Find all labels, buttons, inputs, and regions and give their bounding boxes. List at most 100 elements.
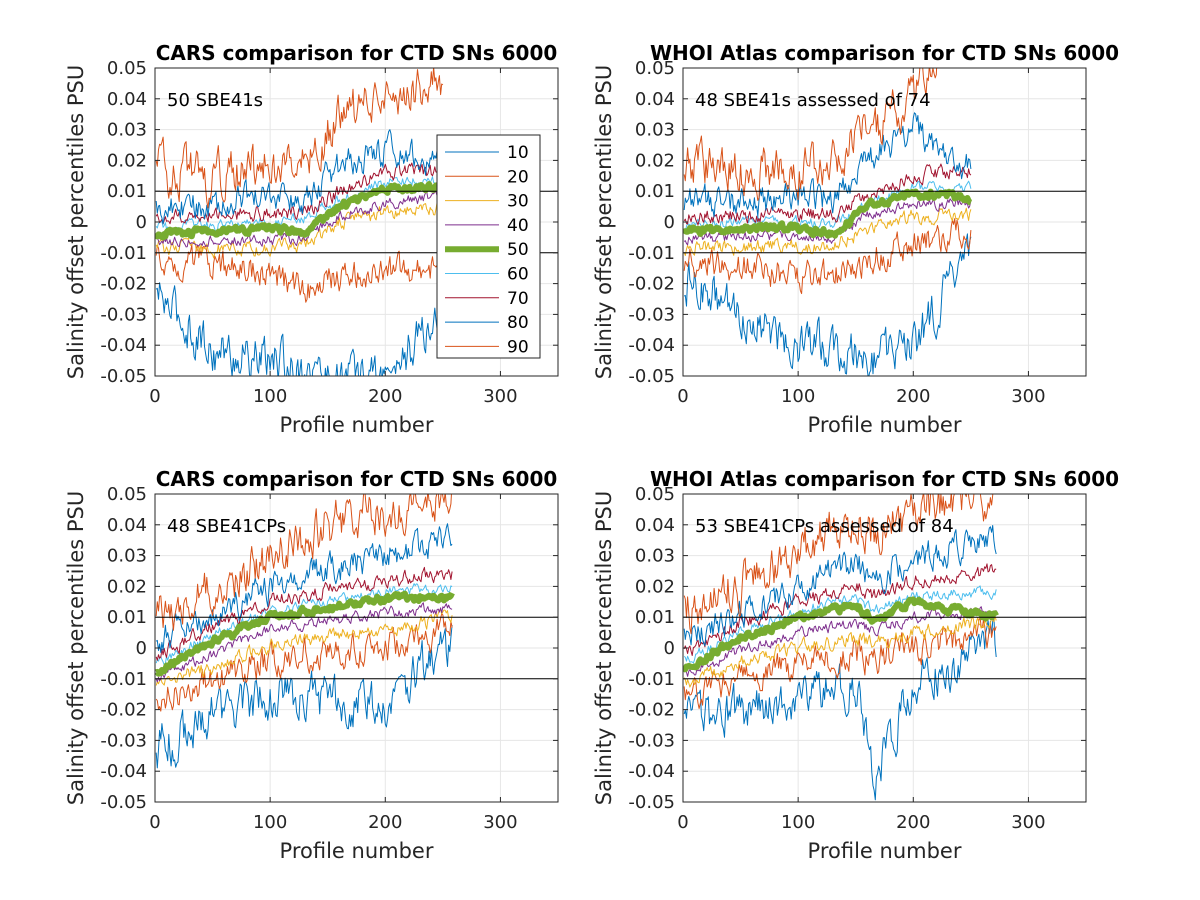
x-tick-label: 200: [896, 812, 930, 833]
series-line-90: [155, 494, 452, 631]
y-tick-label: 0.01: [107, 607, 147, 628]
x-tick-label: 300: [483, 812, 517, 833]
legend-label-90: 90: [507, 337, 529, 357]
series-line-20: [683, 218, 972, 295]
legend: 10 20 30 40 50 60 70 80 90: [436, 134, 541, 359]
series-line-60: [683, 585, 997, 664]
series-line-40: [683, 606, 997, 677]
series-line-80: [155, 523, 453, 653]
y-tick-label: -0.04: [100, 761, 147, 782]
legend-label-40: 40: [507, 216, 529, 236]
series-line-20: [155, 613, 453, 712]
y-axis-label: Salinity offset percentiles PSU: [592, 65, 616, 379]
series-line-50: [155, 590, 455, 677]
series-line-60: [683, 180, 972, 232]
series-line-80: [683, 525, 997, 647]
chart-title: WHOI Atlas comparison for CTD SNs 6000: [650, 467, 1119, 491]
x-tick-label: 100: [253, 386, 287, 407]
y-tick-label: 0.03: [635, 546, 675, 567]
x-axis-label: Profile number: [808, 839, 962, 863]
legend-label-50: 50: [507, 240, 529, 260]
series-line-50: [683, 188, 973, 239]
legend-label-20: 20: [507, 167, 529, 187]
panel-4: 0 100 200 300 -0.05 -0.04 -0.03 -0.02 -0.01 0 0.01…: [592, 467, 1119, 863]
y-tick-label: -0.02: [100, 700, 147, 721]
series-line-60: [155, 176, 444, 235]
x-tick-label: 0: [149, 386, 160, 407]
x-tick-label: 200: [368, 386, 402, 407]
y-tick-label: 0.02: [107, 576, 147, 597]
legend-label-10: 10: [507, 143, 529, 163]
y-axis-label: Salinity offset percentiles PSU: [64, 491, 88, 805]
y-tick-label: -0.01: [628, 669, 675, 690]
y-tick-label: 0.03: [107, 120, 147, 141]
y-tick-label: 0.02: [635, 576, 675, 597]
x-tick-label: 100: [781, 812, 815, 833]
y-tick-label: 0: [664, 638, 675, 659]
y-tick-label: -0.02: [100, 274, 147, 295]
x-tick-label: 300: [1011, 812, 1045, 833]
y-tick-label: -0.03: [100, 304, 147, 325]
x-tick-label: 200: [368, 812, 402, 833]
x-axis-label: Profile number: [280, 839, 434, 863]
y-tick-label: 0.02: [107, 150, 147, 171]
annotation-label: 50 SBE41s: [167, 90, 263, 111]
y-tick-label: -0.04: [628, 335, 675, 356]
legend-label-80: 80: [507, 313, 529, 333]
y-tick-label: 0.04: [635, 515, 675, 536]
x-tick-label: 0: [677, 812, 688, 833]
y-tick-label: 0.04: [635, 89, 675, 110]
panel-3: 0 100 200 300 -0.05 -0.04 -0.03 -0.02 -0.01 0 0.01…: [64, 467, 559, 863]
y-tick-label: 0.05: [107, 484, 147, 505]
y-tick-label: 0.04: [107, 515, 147, 536]
series-group: [683, 494, 999, 801]
series-line-30: [683, 615, 997, 688]
panel-2: 0 100 200 300 -0.05 -0.04 -0.03 -0.02 -0.01 0 0.01…: [592, 41, 1119, 437]
series-group: [683, 68, 973, 376]
y-tick-label: -0.03: [628, 304, 675, 325]
x-tick-label: 300: [483, 386, 517, 407]
series-line-10: [683, 615, 997, 801]
series-line-40: [155, 191, 444, 248]
legend-label-70: 70: [507, 289, 529, 309]
y-tick-label: -0.05: [628, 366, 675, 387]
series-line-50: [683, 596, 999, 673]
series-group: [155, 68, 446, 376]
y-tick-label: -0.05: [100, 792, 147, 813]
series-line-90: [683, 68, 938, 201]
series-line-80: [683, 112, 972, 218]
y-tick-label: -0.03: [100, 730, 147, 751]
series-group: [155, 494, 455, 769]
series-line-10: [683, 233, 972, 376]
y-axis-label: Salinity offset percentiles PSU: [592, 491, 616, 805]
x-tick-label: 200: [896, 386, 930, 407]
chart-title: CARS comparison for CTD SNs 6000: [156, 467, 558, 491]
y-tick-label: 0.02: [635, 150, 675, 171]
series-line-70: [683, 163, 972, 226]
legend-label-30: 30: [507, 192, 529, 212]
x-tick-label: 0: [149, 812, 160, 833]
y-axis-label: Salinity offset percentiles PSU: [64, 65, 88, 379]
series-line-80: [155, 129, 444, 225]
chart-title: WHOI Atlas comparison for CTD SNs 6000: [650, 41, 1119, 65]
x-axis-label: Profile number: [280, 413, 434, 437]
y-tick-label: 0.03: [635, 120, 675, 141]
series-line-20: [155, 244, 444, 303]
y-tick-label: -0.01: [100, 243, 147, 264]
y-tick-label: 0.03: [107, 546, 147, 567]
series-line-30: [155, 609, 453, 686]
chart-title: CARS comparison for CTD SNs 6000: [156, 41, 558, 65]
y-tick-label: 0.05: [107, 58, 147, 79]
annotation-label: 48 SBE41CPs: [167, 516, 286, 537]
series-line-30: [155, 202, 444, 259]
y-tick-label: 0: [136, 638, 147, 659]
series-line-90: [683, 494, 994, 635]
x-tick-label: 100: [781, 386, 815, 407]
y-tick-label: -0.02: [628, 274, 675, 295]
x-tick-label: 100: [253, 812, 287, 833]
x-tick-label: 300: [1011, 386, 1045, 407]
y-tick-label: -0.04: [100, 335, 147, 356]
series-line-60: [155, 583, 453, 666]
x-axis-label: Profile number: [808, 413, 962, 437]
